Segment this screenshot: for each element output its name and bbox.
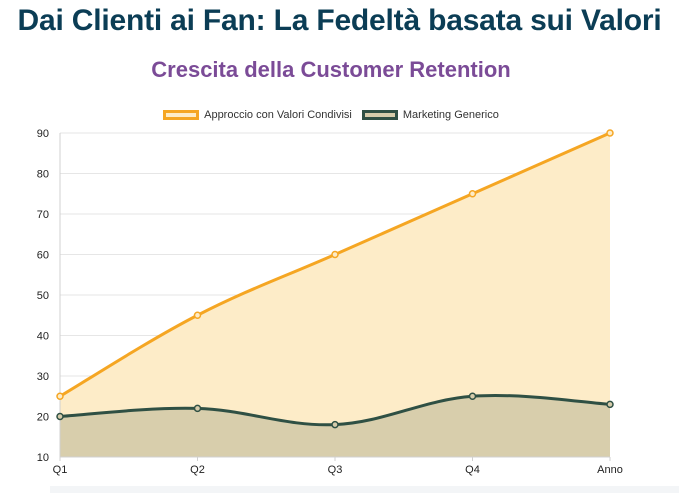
point-approccio-con-valori-condivisi-q1[interactable]: [56, 392, 64, 400]
legend-label-marketing-generico: Marketing Generico: [402, 109, 499, 121]
data-points: [56, 129, 614, 429]
y-tick-label-50: 50: [37, 290, 49, 302]
point-marketing-generico-q1[interactable]: [56, 412, 64, 421]
point-approccio-con-valori-condivisi-q4[interactable]: [468, 190, 477, 198]
y-tick-label-20: 20: [37, 412, 49, 424]
y-tick-label-30: 30: [37, 371, 49, 383]
y-tick-label-40: 40: [37, 331, 49, 343]
scroll-strip: [50, 486, 679, 493]
y-tick-label-70: 70: [37, 209, 49, 221]
y-tick-label-10: 10: [37, 452, 49, 464]
legend-item-valori-condivisi[interactable]: Approccio con Valori Condivisi: [163, 109, 352, 121]
tick-labels: 10 20 30 40 50 60 70 80 90 Q1 Q2 Q3 Q4 Anno: [37, 128, 623, 476]
chart-title: Crescita della Customer Retention: [151, 57, 511, 82]
x-tick-label-anno: Anno: [597, 464, 623, 476]
point-marketing-generico-anno[interactable]: [606, 400, 614, 409]
legend-swatch-valori-condivisi: [163, 110, 200, 120]
axes: [59, 133, 611, 461]
y-tick-label-90: 90: [37, 128, 49, 140]
point-marketing-generico-q2[interactable]: [193, 404, 202, 413]
legend-swatch-marketing-generico: [361, 110, 398, 120]
point-marketing-generico-q4[interactable]: [468, 392, 477, 400]
point-approccio-con-valori-condivisi-q3[interactable]: [331, 250, 339, 259]
x-tick-label-q2: Q2: [190, 464, 205, 476]
y-tick-label-60: 60: [37, 250, 49, 262]
x-tick-label-q3: Q3: [328, 464, 343, 476]
point-approccio-con-valori-condivisi-anno[interactable]: [606, 129, 614, 137]
legend-item-marketing-generico[interactable]: Marketing Generico: [361, 109, 499, 121]
area-approccio-con-valori-condivisi: [60, 133, 610, 457]
point-marketing-generico-q3[interactable]: [331, 420, 339, 429]
x-tick-label-q1: Q1: [53, 464, 68, 476]
legend-label-valori-condivisi: Approccio con Valori Condivisi: [204, 109, 352, 121]
chart-legend: Approccio con Valori Condivisi Marketing…: [0, 109, 662, 121]
x-tick-label-q4: Q4: [465, 464, 480, 476]
y-tick-label-80: 80: [37, 169, 49, 181]
page-title: Dai Clienti ai Fan: La Fedeltà basata su…: [17, 4, 662, 37]
point-approccio-con-valori-condivisi-q2[interactable]: [193, 311, 202, 319]
